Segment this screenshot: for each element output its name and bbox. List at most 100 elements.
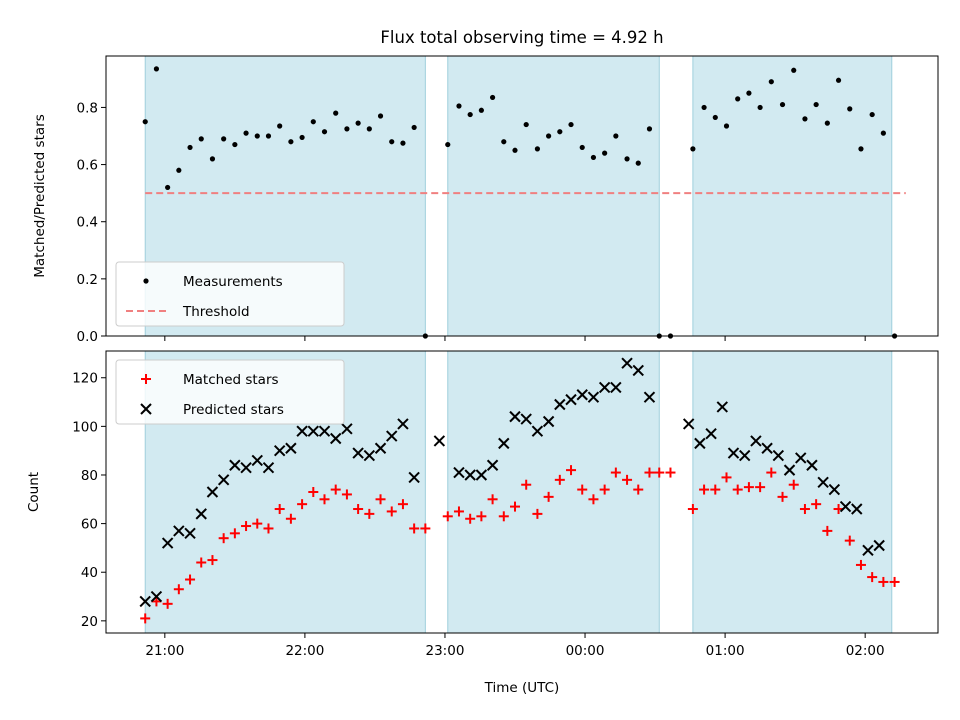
matched-stars-point [196,557,207,568]
predicted-stars-point [817,476,829,488]
predicted-stars-point [486,459,499,471]
y-tick-label: 20 [81,614,98,630]
x-marker-b [150,590,163,603]
measurement-point [590,154,597,161]
predicted-stars-point [828,483,841,496]
matched-stars-point [140,613,151,624]
measurement-point [690,146,696,152]
predicted-stars-point [285,442,297,454]
x-marker-b [806,459,818,471]
measurement-point [501,139,507,145]
measurement-point [165,184,171,191]
matched-stars-point [241,521,252,532]
matched-stars-point [341,489,352,500]
measurement-point [277,123,283,129]
x-marker-b [217,474,230,486]
panel-frame [105,55,939,337]
predicted-stars-point [772,449,785,462]
predicted-stars-point [862,544,874,557]
matched-stars-point [811,499,822,510]
measurement-point [456,103,462,109]
measurement-point [746,90,752,96]
measurement-point [355,120,361,126]
y-tick-label: 0.8 [77,100,98,116]
measurement-point [512,147,518,153]
x-marker-b [610,381,622,394]
predicted-stars-point [565,393,577,406]
legend-box [115,261,345,327]
predicted-stars-point [643,391,656,403]
matched-stars-point [297,499,308,510]
predicted-stars-point [851,503,863,515]
matched-stars-point [442,511,453,522]
x-marker-b [139,595,151,608]
matched-stars-point [566,465,577,476]
measurement-point [579,144,585,151]
measurement-point [333,110,339,116]
x-marker-b [363,449,376,462]
matched-stars-point [274,504,285,515]
x-marker-b [632,364,644,377]
x-marker-b [386,430,398,442]
matched-stars-point [654,467,665,478]
matched-stars-point [173,584,184,595]
measurement-point [142,119,148,125]
predicted-stars-point [621,357,633,369]
matched-stars-point [633,484,644,495]
x-marker-b [285,442,297,454]
x-tick-label: 23:00 [426,643,465,659]
predicted-stars-point [705,427,717,440]
predicted-stars-point [738,449,751,462]
matched-stars-point [844,535,855,546]
measurement-point [411,124,417,131]
x-marker-b [643,391,656,403]
measurement-point [835,77,842,83]
measurement-point [467,111,473,118]
x-marker-b [839,500,852,513]
x-marker-b [750,435,762,447]
matched-stars-point [855,559,866,570]
x-tick-label: 00:00 [566,643,605,659]
predicted-stars-point [433,435,446,447]
measurement-point [288,139,294,145]
matched-stars-point [285,513,296,524]
matched-stars-point [889,576,900,587]
legend-x-b [140,403,152,415]
matched-stars-point [732,484,743,495]
measurement-point [613,133,619,139]
predicted-stars-point [397,418,409,430]
matched-stars-point [364,508,375,519]
measurement-point [880,130,886,136]
predicted-stars-point [386,430,398,442]
matched-stars-point [599,484,610,495]
x-marker-b [705,427,717,440]
predicted-stars-point [464,469,476,481]
predicted-stars-point [341,423,353,435]
matched-stars-point [867,572,878,583]
x-tick-label: 02:00 [846,643,885,659]
x-tick-label: 22:00 [285,643,324,659]
measurement-point [400,140,406,146]
measurement-point [813,101,819,108]
matched-stars-point [397,499,408,510]
matched-stars-point [665,467,676,478]
predicted-stars-point [217,474,230,486]
measurement-point [321,129,328,135]
x-marker-b [173,525,185,537]
x-marker-b [621,357,633,369]
matched-stars-point [498,511,509,522]
predicted-stars-point [184,527,196,540]
x-marker-b [542,415,555,428]
matched-stars-point [766,467,777,478]
x-marker-b [341,423,353,435]
legend-label: Predicted stars [183,402,284,418]
x-marker-b [873,539,885,552]
x-marker-b [531,425,544,437]
x-marker-b [554,398,566,411]
x-marker-b [433,435,446,447]
predicted-stars-point [587,391,600,403]
observing-interval-band [447,56,660,336]
x-marker-b [161,537,174,549]
x-marker-b [475,469,488,481]
measurement-point [389,139,395,145]
